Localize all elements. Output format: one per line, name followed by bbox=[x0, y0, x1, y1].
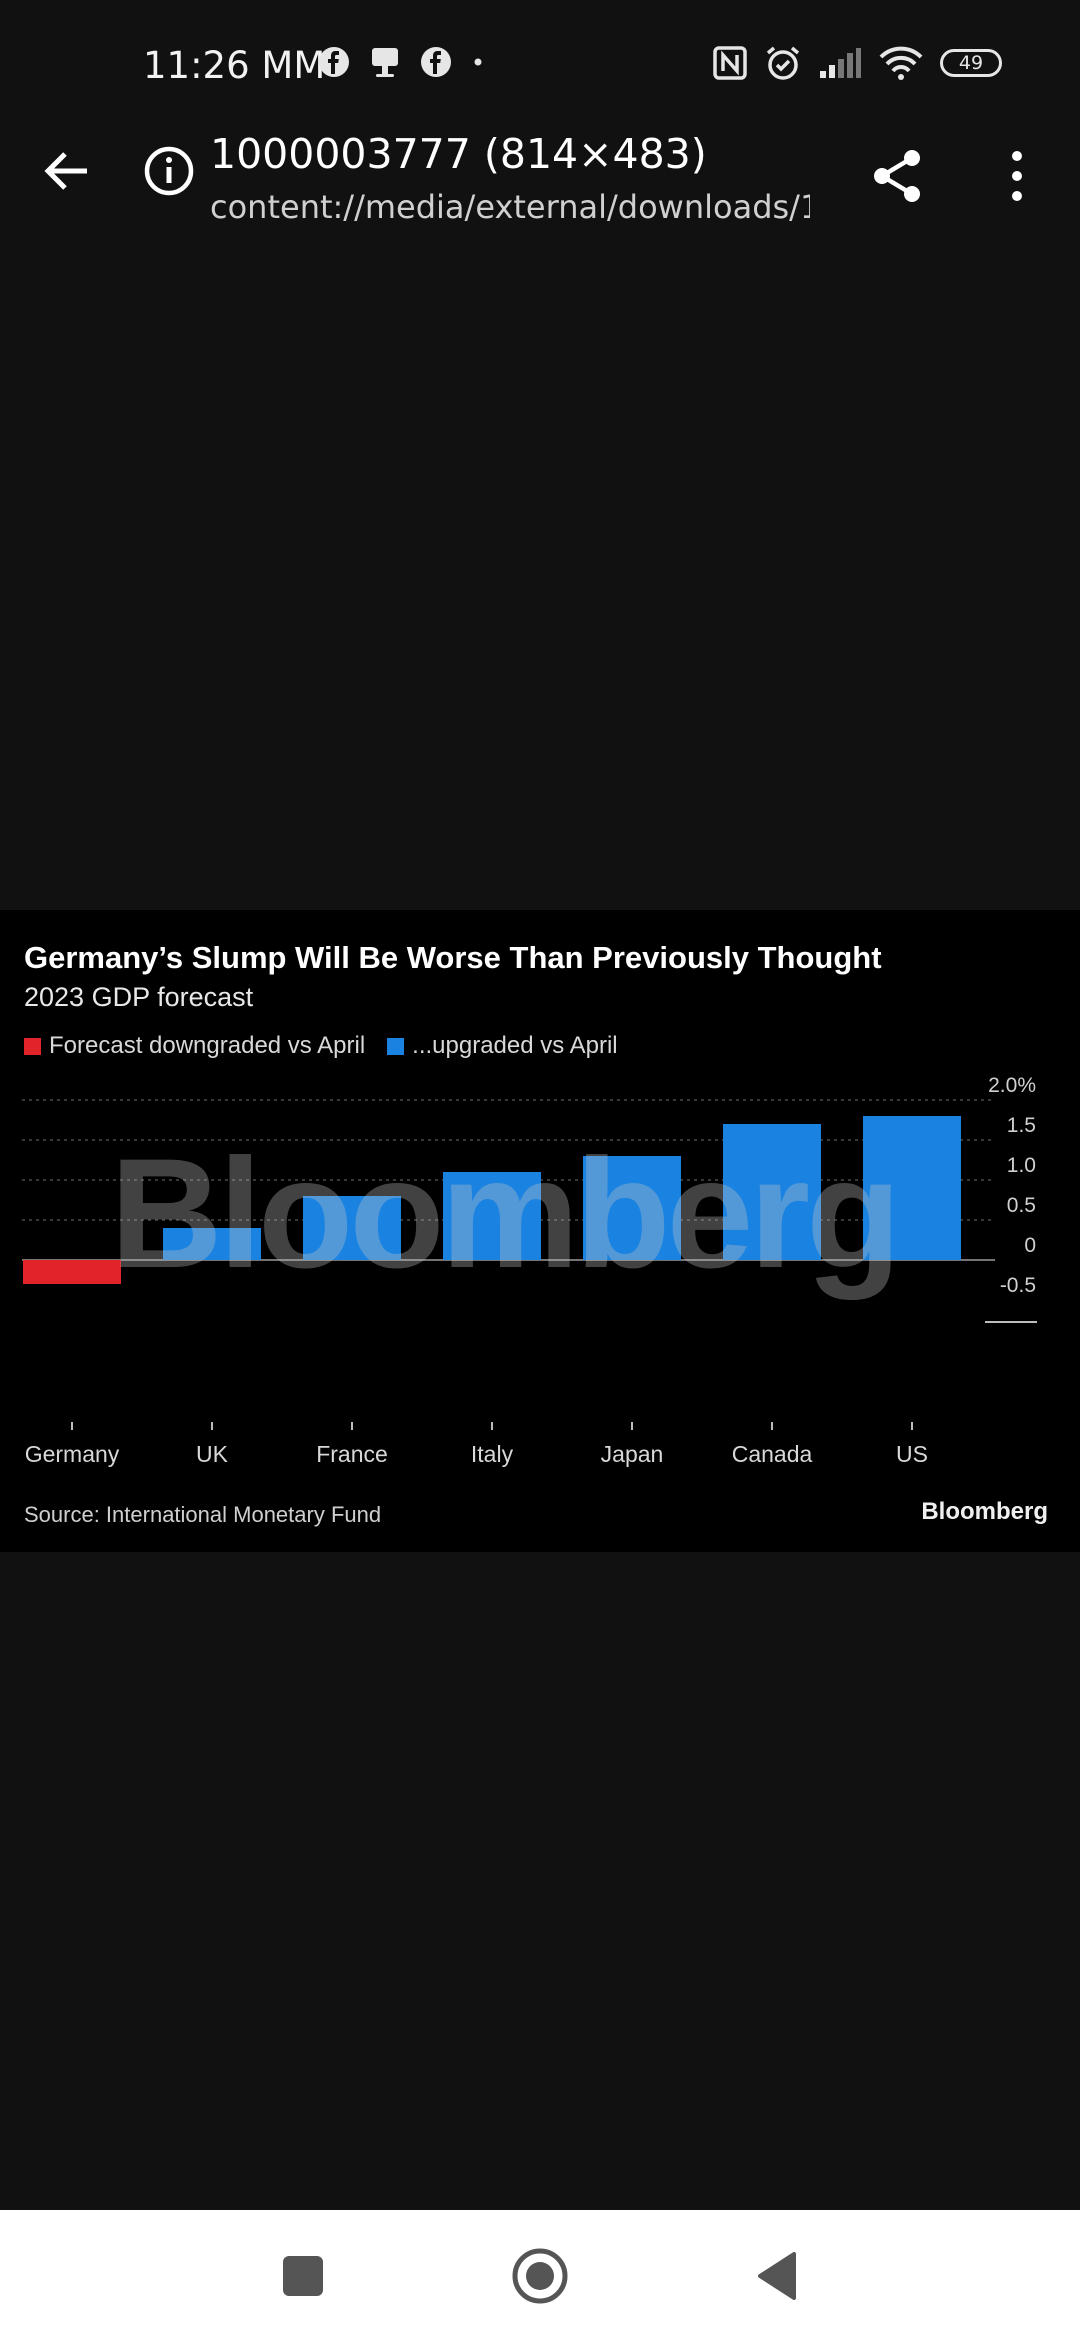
bar-us bbox=[863, 1116, 961, 1260]
back-nav-button[interactable] bbox=[740, 2240, 812, 2312]
bar-italy bbox=[443, 1172, 541, 1260]
x-tick-label: US bbox=[896, 1441, 928, 1467]
x-tick-label: Germany bbox=[25, 1441, 120, 1467]
file-title: 1000003777 (814×483) bbox=[210, 130, 707, 178]
bar-canada bbox=[723, 1124, 821, 1260]
y-tick-label: 0.5 bbox=[1007, 1194, 1036, 1217]
legend-swatch-red bbox=[24, 1037, 41, 1055]
facebook-icon bbox=[420, 46, 452, 78]
x-tick-label: Italy bbox=[471, 1441, 514, 1467]
chart-title: Germany’s Slump Will Be Worse Than Previ… bbox=[24, 940, 882, 975]
back-button[interactable] bbox=[36, 140, 98, 202]
displayed-image[interactable]: 2.0% 1.5 1.0 0.5 0 -0.5 Germany UK France Italy Ja… bbox=[0, 910, 1080, 1552]
share-button[interactable] bbox=[868, 146, 928, 206]
chart-source: Source: International Monetary Fund bbox=[24, 1502, 382, 1527]
y-tick-label: 2.0% bbox=[988, 1074, 1036, 1097]
info-icon bbox=[144, 146, 194, 196]
home-circle-icon bbox=[512, 2248, 568, 2304]
status-bar: 11:26 MM 49 bbox=[0, 0, 1080, 130]
navigation-bar bbox=[0, 2210, 1080, 2340]
x-tick-label: UK bbox=[196, 1441, 229, 1467]
more-vertical-icon bbox=[1012, 151, 1022, 201]
system-icons: 49 bbox=[712, 44, 1002, 82]
facebook-icon bbox=[318, 46, 350, 78]
bar-japan bbox=[583, 1156, 681, 1260]
y-tick-label: 1.0 bbox=[1007, 1154, 1036, 1177]
pin-notification-icon bbox=[368, 45, 402, 79]
y-tick-label: 1.5 bbox=[1007, 1114, 1036, 1137]
legend-label: ...upgraded vs April bbox=[412, 1032, 618, 1059]
home-button[interactable] bbox=[504, 2240, 576, 2312]
more-options-button[interactable] bbox=[1000, 146, 1034, 206]
battery-icon: 49 bbox=[940, 49, 1002, 77]
legend-item-upgraded: ...upgraded vs April bbox=[387, 1032, 618, 1060]
recents-square-icon bbox=[283, 2256, 323, 2296]
bar-germany bbox=[23, 1260, 121, 1284]
more-notifications-dot-icon bbox=[470, 54, 486, 70]
bar-france bbox=[303, 1196, 401, 1260]
nfc-icon bbox=[712, 45, 748, 81]
chart-brand-logo: Bloomberg bbox=[921, 1498, 1048, 1525]
back-triangle-icon bbox=[758, 2252, 796, 2300]
x-tick-label: Canada bbox=[732, 1441, 813, 1467]
chart-legend: Forecast downgraded vs April ...upgraded… bbox=[24, 1032, 640, 1060]
recents-button[interactable] bbox=[267, 2240, 339, 2312]
chart-subtitle: 2023 GDP forecast bbox=[24, 982, 254, 1012]
status-time: 11:26 MM bbox=[143, 44, 326, 87]
wifi-icon bbox=[878, 45, 924, 81]
bar-uk bbox=[163, 1228, 261, 1260]
alarm-icon bbox=[764, 44, 802, 82]
signal-icon bbox=[818, 47, 862, 79]
back-arrow-icon bbox=[44, 152, 87, 190]
legend-item-downgraded: Forecast downgraded vs April bbox=[24, 1032, 365, 1060]
x-tick-label: France bbox=[316, 1441, 388, 1467]
bar-chart: 2.0% 1.5 1.0 0.5 0 -0.5 Germany UK France Italy Ja… bbox=[22, 1074, 1037, 1467]
x-tick-label: Japan bbox=[601, 1441, 664, 1467]
battery-level: 49 bbox=[958, 52, 984, 74]
notification-icons bbox=[318, 45, 486, 79]
info-button[interactable] bbox=[143, 145, 195, 197]
y-tick-label: -0.5 bbox=[1000, 1274, 1036, 1297]
file-path: content://media/external/downloads/10000… bbox=[210, 188, 810, 226]
legend-swatch-blue bbox=[387, 1037, 405, 1055]
y-tick-label: 0 bbox=[1024, 1234, 1036, 1257]
legend-label: Forecast downgraded vs April bbox=[49, 1032, 366, 1059]
share-icon bbox=[874, 150, 920, 202]
